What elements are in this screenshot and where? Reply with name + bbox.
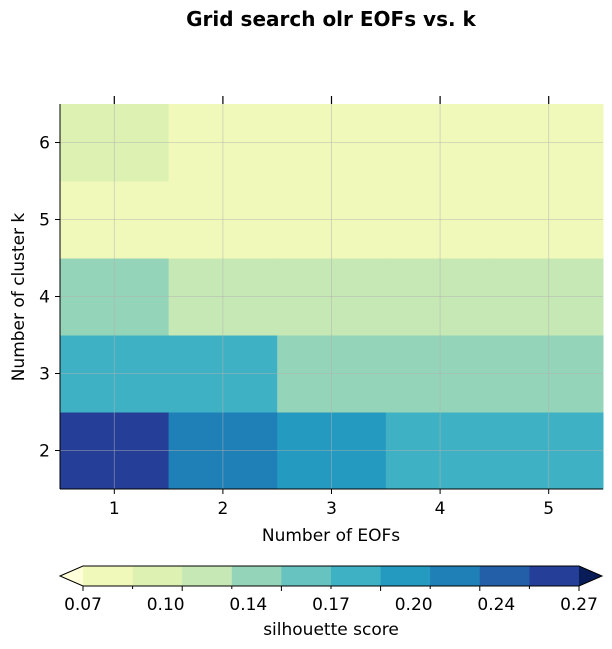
x-axis-ticks: 1 2 3 4 5 [109, 96, 554, 519]
colorbar-segment [331, 566, 382, 586]
colorbar-segment [231, 566, 282, 586]
colorbar-tick-label: 0.20 [395, 595, 433, 615]
colorbar-tick-label: 0.14 [229, 595, 267, 615]
chart-title: Grid search olr EOFs vs. k [186, 7, 476, 31]
colorbar-extend-high [579, 566, 602, 586]
y-axis-label: Number of cluster k [9, 213, 29, 382]
y-tick-label: 4 [39, 288, 50, 308]
colorbar-extend-low [60, 566, 83, 586]
y-tick-label: 3 [39, 365, 50, 385]
colorbar-tick-label: 0.17 [312, 595, 350, 615]
x-tick-label: 5 [543, 499, 554, 519]
colorbar-tick-label: 0.07 [64, 595, 102, 615]
x-tick-label: 3 [326, 499, 337, 519]
x-axis-label: Number of EOFs [262, 526, 400, 546]
colorbar-tick-label: 0.10 [147, 595, 185, 615]
y-tick-label: 5 [39, 211, 50, 231]
colorbar-tick-label: 0.27 [560, 595, 598, 615]
colorbar-tick-label: 0.24 [477, 595, 515, 615]
colorbar-segment [479, 566, 530, 586]
y-axis-ticks: 2 3 4 5 6 [39, 134, 60, 462]
grid-lines [60, 104, 603, 489]
y-tick-label: 2 [39, 442, 50, 462]
colorbar-label: silhouette score [263, 620, 399, 640]
x-tick-label: 4 [435, 499, 446, 519]
colorbar-segment [83, 566, 134, 586]
colorbar [58, 565, 604, 587]
colorbar-segment [529, 566, 580, 586]
colorbar-segment [182, 566, 233, 586]
colorbar-ticks: 0.07 0.10 0.14 0.17 0.20 0.24 0.27 [64, 586, 598, 615]
x-tick-label: 1 [109, 499, 120, 519]
colorbar-segment [430, 566, 481, 586]
y-tick-label: 6 [39, 134, 50, 154]
x-tick-label: 2 [217, 499, 228, 519]
colorbar-segment [380, 566, 431, 586]
colorbar-segment [132, 566, 183, 586]
colorbar-segment [281, 566, 332, 586]
